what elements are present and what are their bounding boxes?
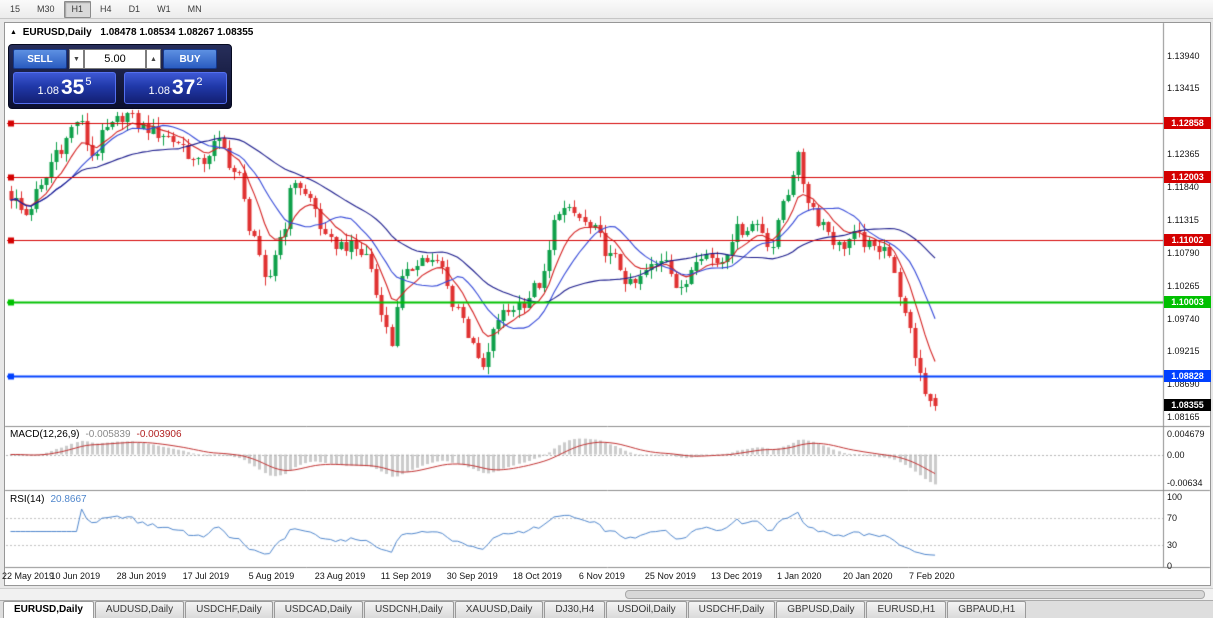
bid-price-sup: 5 [85,76,92,88]
ask-price-big: 37 [171,76,196,99]
buy-button[interactable]: BUY [163,49,217,69]
bid-price-prefix: 1.08 [37,85,59,97]
timeframe-toolbar: 15 M30 H1 H4 D1 W1 MN [0,0,1213,19]
volume-dropdown-icon[interactable]: ▼ [69,49,84,69]
timeframe-button-15[interactable]: 15 [10,3,21,14]
sell-button[interactable]: SELL [13,49,67,69]
ask-price-prefix: 1.08 [148,85,170,97]
volume-spin-up-icon[interactable]: ▲ [146,49,161,69]
bid-price-button[interactable]: 1.08 35 5 [13,72,116,104]
timeframe-button-mn[interactable]: MN [187,3,202,14]
macd-signal-value: -0.003906 [136,429,182,440]
timeframe-button-h4[interactable]: H4 [100,3,112,14]
macd-indicator-label: MACD(12,26,9) -0.005839 -0.003906 [10,429,182,440]
collapse-chart-icon[interactable]: ▲ [10,29,17,36]
symbol-ohlc-label: ▲ EURUSD,Daily 1.08478 1.08534 1.08267 1… [10,27,253,38]
rsi-title: RSI(14) [10,494,45,505]
ask-price-sup: 2 [196,76,203,88]
macd-main-value: -0.005839 [85,429,131,440]
timeframe-button-h1[interactable]: H1 [63,0,92,18]
bid-price-big: 35 [60,76,85,99]
ask-price-button[interactable]: 1.08 37 2 [124,72,227,104]
timeframe-button-m30[interactable]: M30 [37,3,55,14]
trade-controls-row: SELL ▼ 5.00 ▲ BUY [13,49,227,69]
ohlc-values: 1.08478 1.08534 1.08267 1.08355 [100,27,254,38]
timeframe-button-d1[interactable]: D1 [128,3,141,14]
trade-prices-row: 1.08 35 5 1.08 37 2 [13,72,227,104]
rsi-value: 20.8667 [50,494,87,505]
symbol-name: EURUSD,Daily [22,27,92,38]
volume-input[interactable]: 5.00 [84,49,146,69]
one-click-trade-panel: SELL ▼ 5.00 ▲ BUY 1.08 35 5 1.08 37 2 [8,44,232,109]
timeframe-button-w1[interactable]: W1 [157,3,171,14]
macd-title: MACD(12,26,9) [10,429,80,440]
rsi-indicator-label: RSI(14) 20.8667 [10,494,87,505]
